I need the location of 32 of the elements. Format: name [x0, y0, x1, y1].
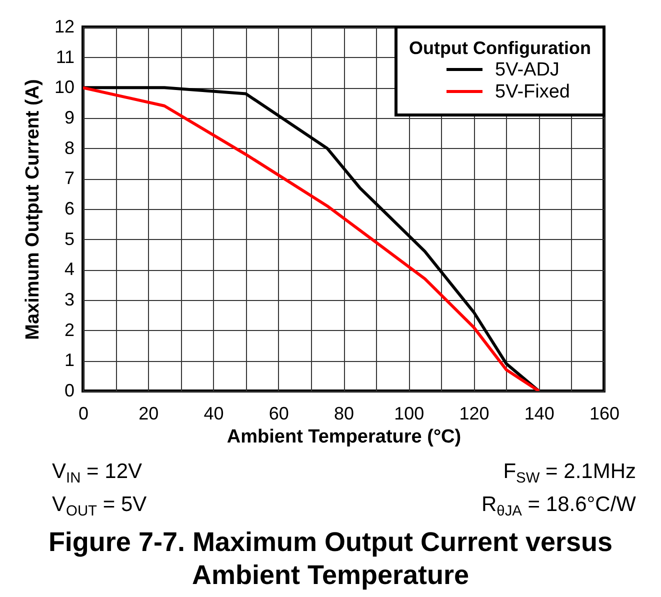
y-tick-label: 5 — [64, 228, 74, 249]
x-tick-label: 20 — [138, 404, 159, 424]
y-tick-label: 0 — [64, 380, 74, 400]
text: V$_{OUT}$ = 5V — [52, 492, 148, 521]
y-tick-label: 12 — [54, 16, 74, 36]
y-axis-title: Maximum Output Current (A) — [22, 79, 44, 340]
y-tick-label: 3 — [64, 290, 74, 310]
y-tick-label: 10 — [54, 77, 74, 98]
y-tick-label: 6 — [64, 198, 74, 218]
x-tick-label: 60 — [268, 404, 289, 424]
text: V$_{IN}$ = 12V — [52, 459, 144, 488]
legend-title: Output Configuration — [409, 38, 591, 58]
x-tick-label: 0 — [78, 404, 89, 424]
x-tick-label: 160 — [589, 404, 620, 424]
x-tick-label: 80 — [334, 404, 354, 424]
x-tick-label: 140 — [524, 404, 554, 424]
text: F$_{SW}$ = 2.1MHz — [502, 459, 636, 488]
y-tick-label: 2 — [64, 320, 74, 340]
y-tick-label: 11 — [56, 46, 74, 67]
y-tick-label: 8 — [64, 138, 74, 158]
x-axis-title: Ambient Temperature (°C) — [226, 426, 462, 448]
x-tick-label: 40 — [204, 404, 224, 424]
legend-label: 5V-Fixed — [495, 82, 570, 102]
x-tick-label: 120 — [459, 404, 490, 424]
y-tick-label: 1 — [64, 350, 74, 370]
text: R$_{θJA}$ = 18.6°C/W — [480, 492, 636, 521]
legend-label: 5V-ADJ — [495, 60, 560, 80]
x-tick-label: 100 — [394, 404, 424, 424]
y-tick-label: 4 — [64, 259, 74, 280]
text: Figure 7-7. Maximum Output Current versus Ambient Temperature — [47, 526, 614, 592]
y-tick-label: 7 — [64, 168, 74, 188]
y-tick-label: 9 — [64, 108, 74, 128]
